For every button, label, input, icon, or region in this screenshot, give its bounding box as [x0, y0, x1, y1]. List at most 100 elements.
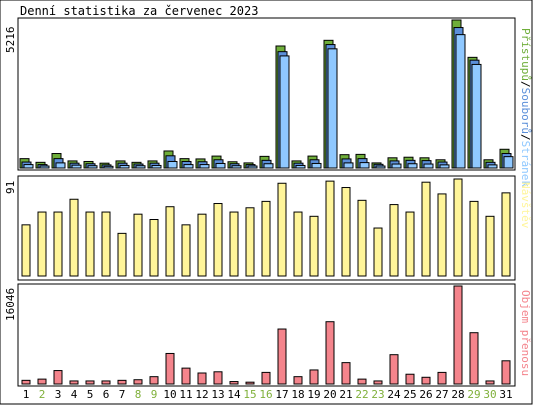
bar-visits-day-13: [213, 203, 223, 277]
bar-volume-day-2: [37, 378, 47, 385]
bar-visits-day-26: [421, 181, 431, 277]
bar-Stránek-day-19: [311, 162, 322, 169]
bars-group: [21, 178, 511, 277]
bar-Stránek-day-8: [135, 165, 146, 169]
bar-Stránek-day-7: [119, 164, 130, 169]
bar-Stránek-day-28: [455, 34, 466, 169]
x-tick-label: 1: [23, 388, 30, 401]
legend-part: /: [519, 134, 532, 141]
bar-volume-day-21: [341, 362, 351, 385]
bar-visits-day-16: [261, 200, 271, 277]
x-tick-label: 23: [371, 388, 384, 401]
bar-volume-day-17: [277, 328, 287, 385]
bar-volume-day-11: [181, 367, 191, 385]
bar-visits-day-2: [37, 211, 47, 277]
bar-visits-day-17: [277, 182, 287, 277]
bar-Stránek-day-27: [439, 164, 450, 169]
bar-volume-day-5: [85, 380, 95, 385]
x-tick-label: 27: [435, 388, 448, 401]
bar-volume-day-15: [245, 381, 255, 385]
bar-Stránek-day-24: [391, 163, 402, 169]
x-tick-label: 5: [87, 388, 94, 401]
bar-volume-day-19: [309, 369, 319, 385]
x-tick-label: 29: [467, 388, 480, 401]
bar-volume-day-9: [149, 376, 159, 385]
x-tick-label: 7: [119, 388, 126, 401]
bar-visits-day-30: [485, 215, 495, 277]
bar-Stránek-day-12: [199, 164, 210, 169]
legend-part: Návštěv: [519, 182, 532, 229]
bar-volume-day-28: [453, 285, 463, 385]
bar-visits-day-1: [21, 224, 31, 277]
panel-hits-files-pages: 5216 Přístupů/Souborů/Stránek: [4, 17, 532, 187]
bar-Stránek-day-21: [343, 162, 354, 169]
bar-visits-day-3: [53, 211, 63, 277]
bar-volume-day-8: [133, 379, 143, 385]
x-tick-label: 4: [71, 388, 78, 401]
bar-volume-day-7: [117, 379, 127, 385]
bar-volume-day-3: [53, 370, 63, 385]
bar-volume-day-29: [469, 332, 479, 385]
x-tick-label: 31: [499, 388, 512, 401]
x-tick-label: 20: [323, 388, 336, 401]
panel-transfer-volume: 16046 Objem přenosu: [4, 283, 532, 387]
bar-volume-day-14: [229, 381, 239, 385]
bar-Stránek-day-15: [247, 165, 258, 169]
bar-Stránek-day-9: [151, 164, 162, 169]
x-axis-labels: 1 2 3 4 5 6 7 8 9 10 11 12 13 14 15 16 17 18 19 20 21 22 23 24 2…: [23, 388, 513, 401]
x-tick-label: 15: [243, 388, 256, 401]
bars-group: [21, 285, 511, 385]
bar-visits-day-8: [133, 213, 143, 277]
bar-visits-day-9: [149, 219, 159, 277]
y-max-label: 16046: [4, 288, 17, 321]
bar-visits-day-14: [229, 211, 239, 277]
bar-Stránek-day-23: [375, 165, 386, 169]
bar-volume-day-23: [373, 380, 383, 385]
y-max-label: 91: [4, 181, 17, 194]
x-tick-label: 8: [135, 388, 142, 401]
bar-Stránek-day-5: [87, 165, 98, 169]
panel-frame: [17, 283, 516, 387]
bar-Stránek-day-18: [295, 164, 306, 169]
x-tick-label: 30: [483, 388, 496, 401]
x-tick-label: 12: [195, 388, 208, 401]
bar-Stránek-day-29: [471, 63, 482, 169]
bar-Stránek-day-2: [39, 165, 50, 169]
bar-volume-day-16: [261, 371, 271, 385]
bar-volume-day-1: [21, 379, 31, 385]
bar-volume-day-13: [213, 371, 223, 385]
x-tick-label: 19: [307, 388, 320, 401]
x-tick-label: 6: [103, 388, 110, 401]
panel-visits: 91 Návštěv: [4, 175, 532, 281]
bar-volume-day-4: [69, 380, 79, 385]
x-tick-label: 24: [387, 388, 401, 401]
bar-visits-day-21: [341, 187, 351, 277]
bar-Stránek-day-4: [71, 164, 82, 169]
bar-Stránek-day-11: [183, 164, 194, 169]
series-legend-label: Návštěv: [519, 182, 532, 229]
bar-volume-day-27: [437, 371, 447, 385]
bar-Stránek-day-26: [423, 163, 434, 169]
x-tick-label: 3: [55, 388, 62, 401]
x-tick-label: 28: [451, 388, 464, 401]
bar-visits-day-22: [357, 199, 367, 277]
bar-Stránek-day-25: [407, 163, 418, 169]
bar-Stránek-day-1: [23, 164, 34, 169]
legend-part: /: [519, 81, 532, 88]
bar-Stránek-day-13: [215, 162, 226, 169]
bar-visits-day-12: [197, 213, 207, 277]
panel-frame: [17, 17, 516, 171]
x-tick-label: 13: [211, 388, 224, 401]
x-tick-label: 10: [163, 388, 176, 401]
bar-visits-day-25: [405, 211, 415, 277]
bar-volume-day-12: [197, 372, 207, 385]
bar-Stránek-day-17: [279, 55, 290, 169]
series-legend-label: Přístupů/Souborů/Stránek: [519, 28, 532, 187]
bar-Stránek-day-22: [359, 162, 370, 169]
x-tick-label: 18: [291, 388, 304, 401]
series-legend-label: Objem přenosu: [519, 290, 532, 376]
bar-visits-day-6: [101, 211, 111, 277]
x-tick-label: 2: [39, 388, 46, 401]
bar-visits-day-31: [501, 192, 511, 277]
